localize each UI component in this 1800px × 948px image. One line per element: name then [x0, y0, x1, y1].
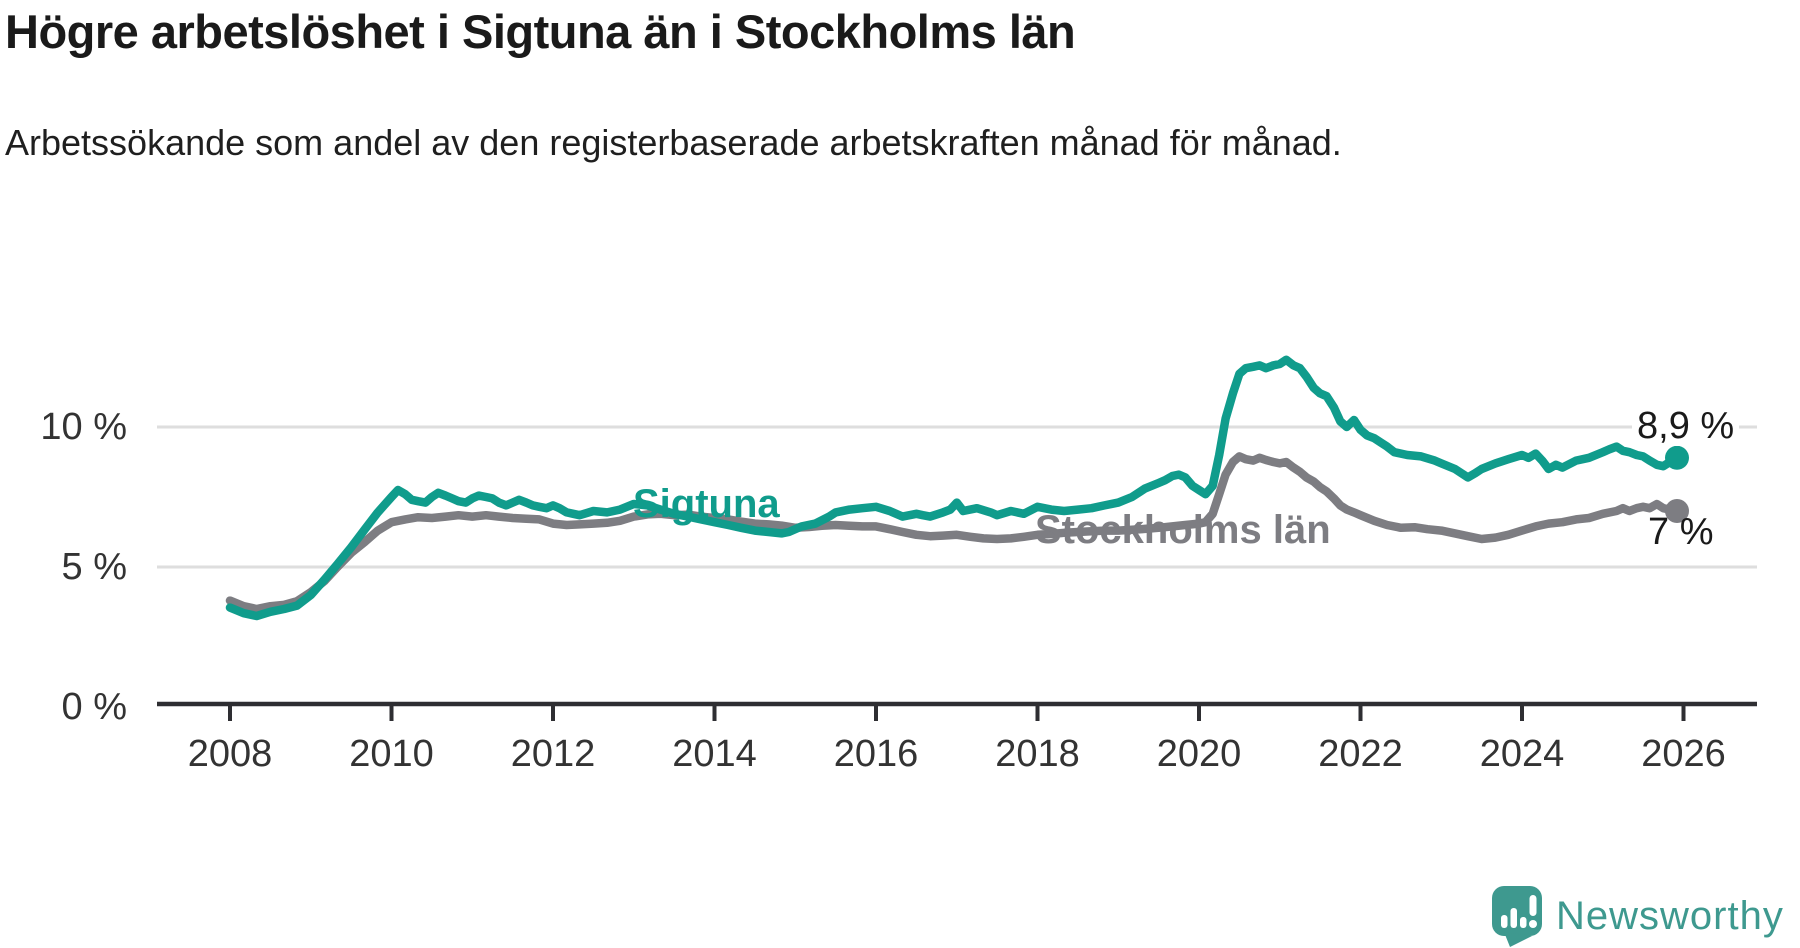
- x-tick-label: 2020: [1156, 733, 1242, 775]
- newsworthy-logo-icon: [1492, 886, 1542, 947]
- stockholm-line: [225, 452, 1682, 614]
- sigtuna-endpoint-dot: [1665, 445, 1689, 470]
- y-tick-label: 5 %: [61, 546, 127, 588]
- end-value-label-stockholm: 7 %: [1648, 511, 1714, 553]
- stockholm-endpoint-dot: [1665, 499, 1689, 523]
- x-tick-label: 2012: [510, 733, 596, 775]
- y-tick-label: 0 %: [61, 686, 127, 728]
- series-label-sigtuna: Sigtuna: [633, 482, 780, 526]
- x-tick-label: 2022: [1318, 733, 1403, 775]
- newsworthy-logo: Newsworthy: [1490, 886, 1800, 948]
- x-tick-label: 2016: [833, 733, 919, 775]
- x-tick-label: 2024: [1479, 733, 1565, 775]
- x-tick-label: 2018: [995, 733, 1080, 775]
- y-tick-label: 10 %: [40, 406, 127, 448]
- x-tick-label: 2010: [349, 733, 434, 775]
- x-tick-label: 2008: [187, 733, 273, 775]
- newsworthy-logo-text: Newsworthy: [1556, 894, 1784, 938]
- x-tick-label: 2026: [1641, 733, 1726, 775]
- end-value-label-sigtuna: 8,9 %: [1632, 406, 1740, 446]
- chart-subtitle: Arbetssökande som andel av den registerb…: [5, 122, 1342, 163]
- chart-title: Högre arbetslöshet i Sigtuna än i Stockh…: [5, 5, 1076, 58]
- x-tick-label: 2014: [672, 733, 757, 775]
- sigtuna-line: [225, 355, 1682, 621]
- series-label-stockholm: Stockholms län: [1035, 508, 1331, 552]
